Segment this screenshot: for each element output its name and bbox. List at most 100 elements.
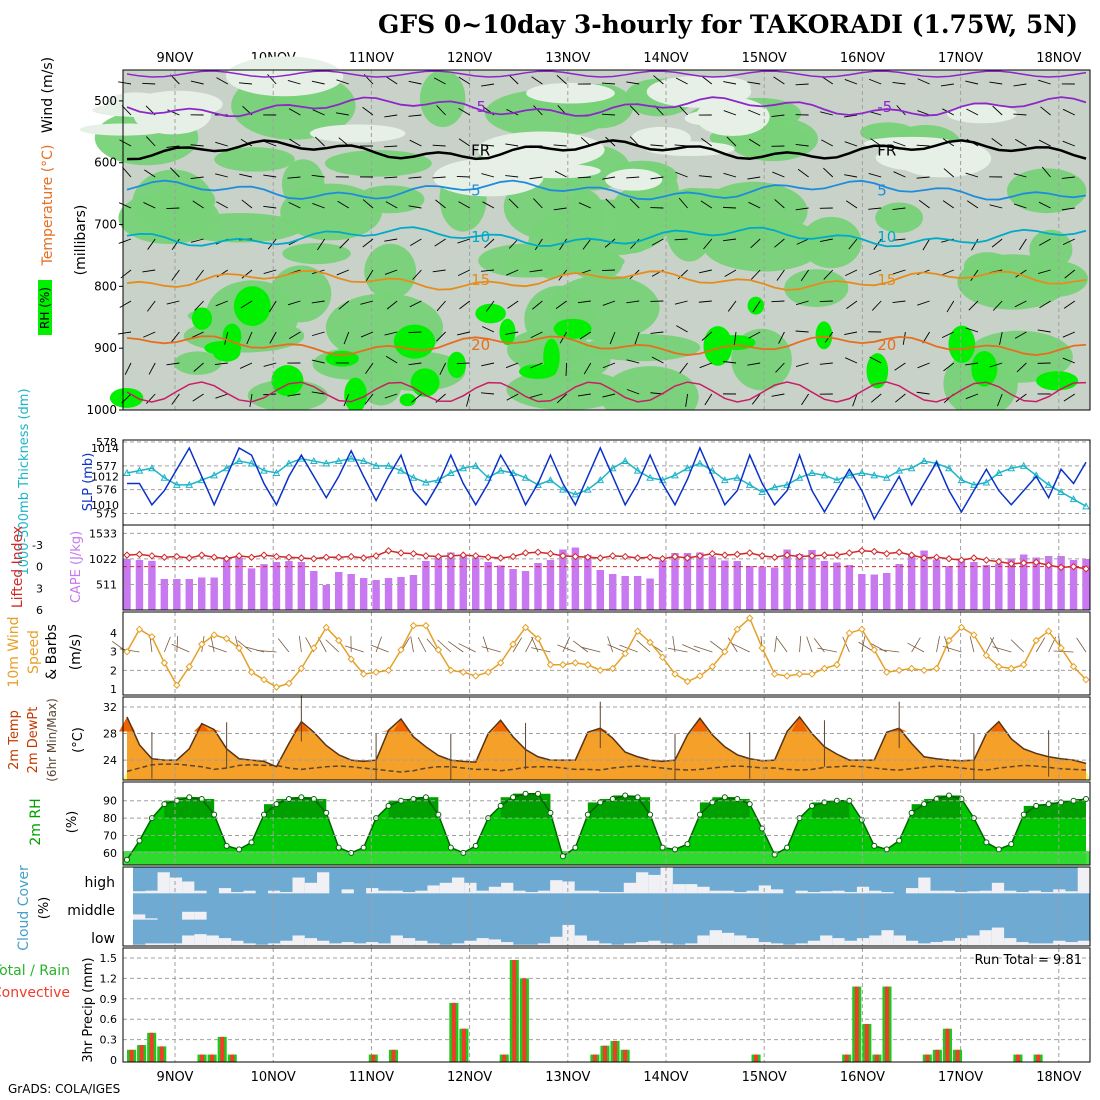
wind-barb — [124, 362, 132, 375]
wind-barb — [750, 269, 761, 280]
wind-barb — [940, 83, 954, 87]
data-point — [895, 466, 904, 474]
cloud-bar-low — [550, 936, 563, 946]
cloud-bar-low — [427, 943, 440, 946]
wind-barb — [314, 136, 325, 147]
wind-barb — [892, 238, 906, 241]
wind-barb — [771, 300, 785, 303]
cape-bar — [422, 561, 430, 610]
wind-barb — [147, 238, 156, 250]
wind-barb — [432, 144, 446, 147]
wind-barb — [848, 238, 858, 250]
precip-convective-bar — [1036, 1054, 1041, 1062]
wind-barb — [362, 238, 374, 248]
wind-barb — [605, 198, 616, 209]
data-point — [522, 790, 529, 797]
wind-barb — [1039, 300, 1051, 309]
wind-barb — [821, 139, 834, 147]
wind-barb — [748, 109, 761, 116]
wind-barb — [118, 81, 132, 85]
wind-barb — [795, 207, 809, 211]
data-point — [496, 659, 505, 667]
rh-moist-region — [355, 185, 425, 214]
wind-barb — [844, 357, 858, 364]
wind-barb — [844, 79, 858, 85]
data-point — [671, 670, 679, 678]
wind-barb — [508, 198, 519, 209]
rh-band — [189, 797, 202, 819]
wind-barb — [530, 331, 543, 339]
data-point — [409, 621, 418, 630]
wind-barb — [505, 175, 519, 178]
data-point — [845, 549, 854, 557]
precip-convective-bar — [159, 1046, 164, 1062]
precip-convective-bar — [502, 1054, 507, 1062]
cloud-bar-high — [967, 891, 980, 894]
cloud-layer-label: middle — [67, 903, 115, 919]
cloud-bar-low — [955, 938, 968, 946]
cloud-bar-high — [820, 891, 833, 894]
data-point — [1032, 636, 1040, 645]
data-point — [858, 625, 866, 634]
wind-barb — [965, 80, 979, 85]
panel-unit-rh: (%) — [65, 811, 80, 834]
wind-barb — [965, 172, 979, 178]
cape-bar — [708, 556, 717, 610]
wind-barb — [943, 168, 955, 178]
cloud-bar-low — [366, 942, 379, 946]
rh-saturated-region — [410, 368, 440, 397]
data-point — [123, 647, 131, 656]
wind-barb — [1014, 331, 1027, 339]
wind-barb — [119, 300, 132, 308]
wind-barb — [604, 238, 616, 248]
wind-barb — [533, 198, 543, 209]
data-point — [297, 554, 306, 562]
wind-barb — [674, 238, 688, 241]
cloud-bar-high — [599, 892, 612, 894]
x-tick-label-top: 13NOV — [545, 51, 590, 66]
cloud-bar-low — [844, 940, 857, 946]
wind-barb — [287, 176, 301, 179]
data-point — [1057, 487, 1065, 496]
data-point — [784, 844, 791, 851]
precip-convective-bar — [623, 1049, 628, 1062]
y-tick-label-left: 3 — [36, 582, 43, 595]
cloud-bar-low — [501, 942, 514, 946]
data-point — [1019, 461, 1028, 469]
wind-barb-10m — [256, 650, 277, 653]
data-point — [808, 670, 816, 678]
rh-band — [737, 798, 750, 819]
isotherm-label: 10 — [877, 228, 896, 246]
data-point — [584, 661, 592, 669]
wind-barb — [343, 393, 350, 407]
wind-barb-10m — [1035, 637, 1046, 653]
data-point — [621, 649, 629, 658]
data-point — [298, 794, 305, 801]
wind-barb — [190, 80, 204, 85]
temperature-peak — [990, 721, 1007, 732]
cloud-bar-high — [636, 872, 649, 894]
wind-barb — [800, 269, 809, 281]
data-point — [883, 668, 891, 676]
wind-barb — [675, 171, 688, 178]
cape-bar — [160, 579, 169, 610]
wind-barb-10m — [210, 636, 215, 653]
data-point — [895, 548, 903, 556]
data-point — [770, 553, 779, 561]
data-point — [384, 547, 393, 555]
data-point — [945, 555, 953, 563]
wind-barb-10m — [163, 636, 171, 653]
cape-bar — [496, 565, 505, 610]
cloud-bar-low — [648, 940, 661, 946]
rh-band — [500, 797, 514, 819]
wind-barb — [408, 176, 422, 179]
wind-barb — [895, 393, 906, 403]
cloud-bar-low — [1040, 943, 1054, 946]
wind-barb — [970, 269, 979, 282]
y-tick-label: 24 — [103, 754, 117, 767]
data-point — [135, 625, 144, 634]
wind-barb — [215, 300, 228, 307]
wind-barb — [337, 200, 350, 209]
wind-barb — [408, 80, 422, 85]
data-point — [870, 547, 878, 556]
